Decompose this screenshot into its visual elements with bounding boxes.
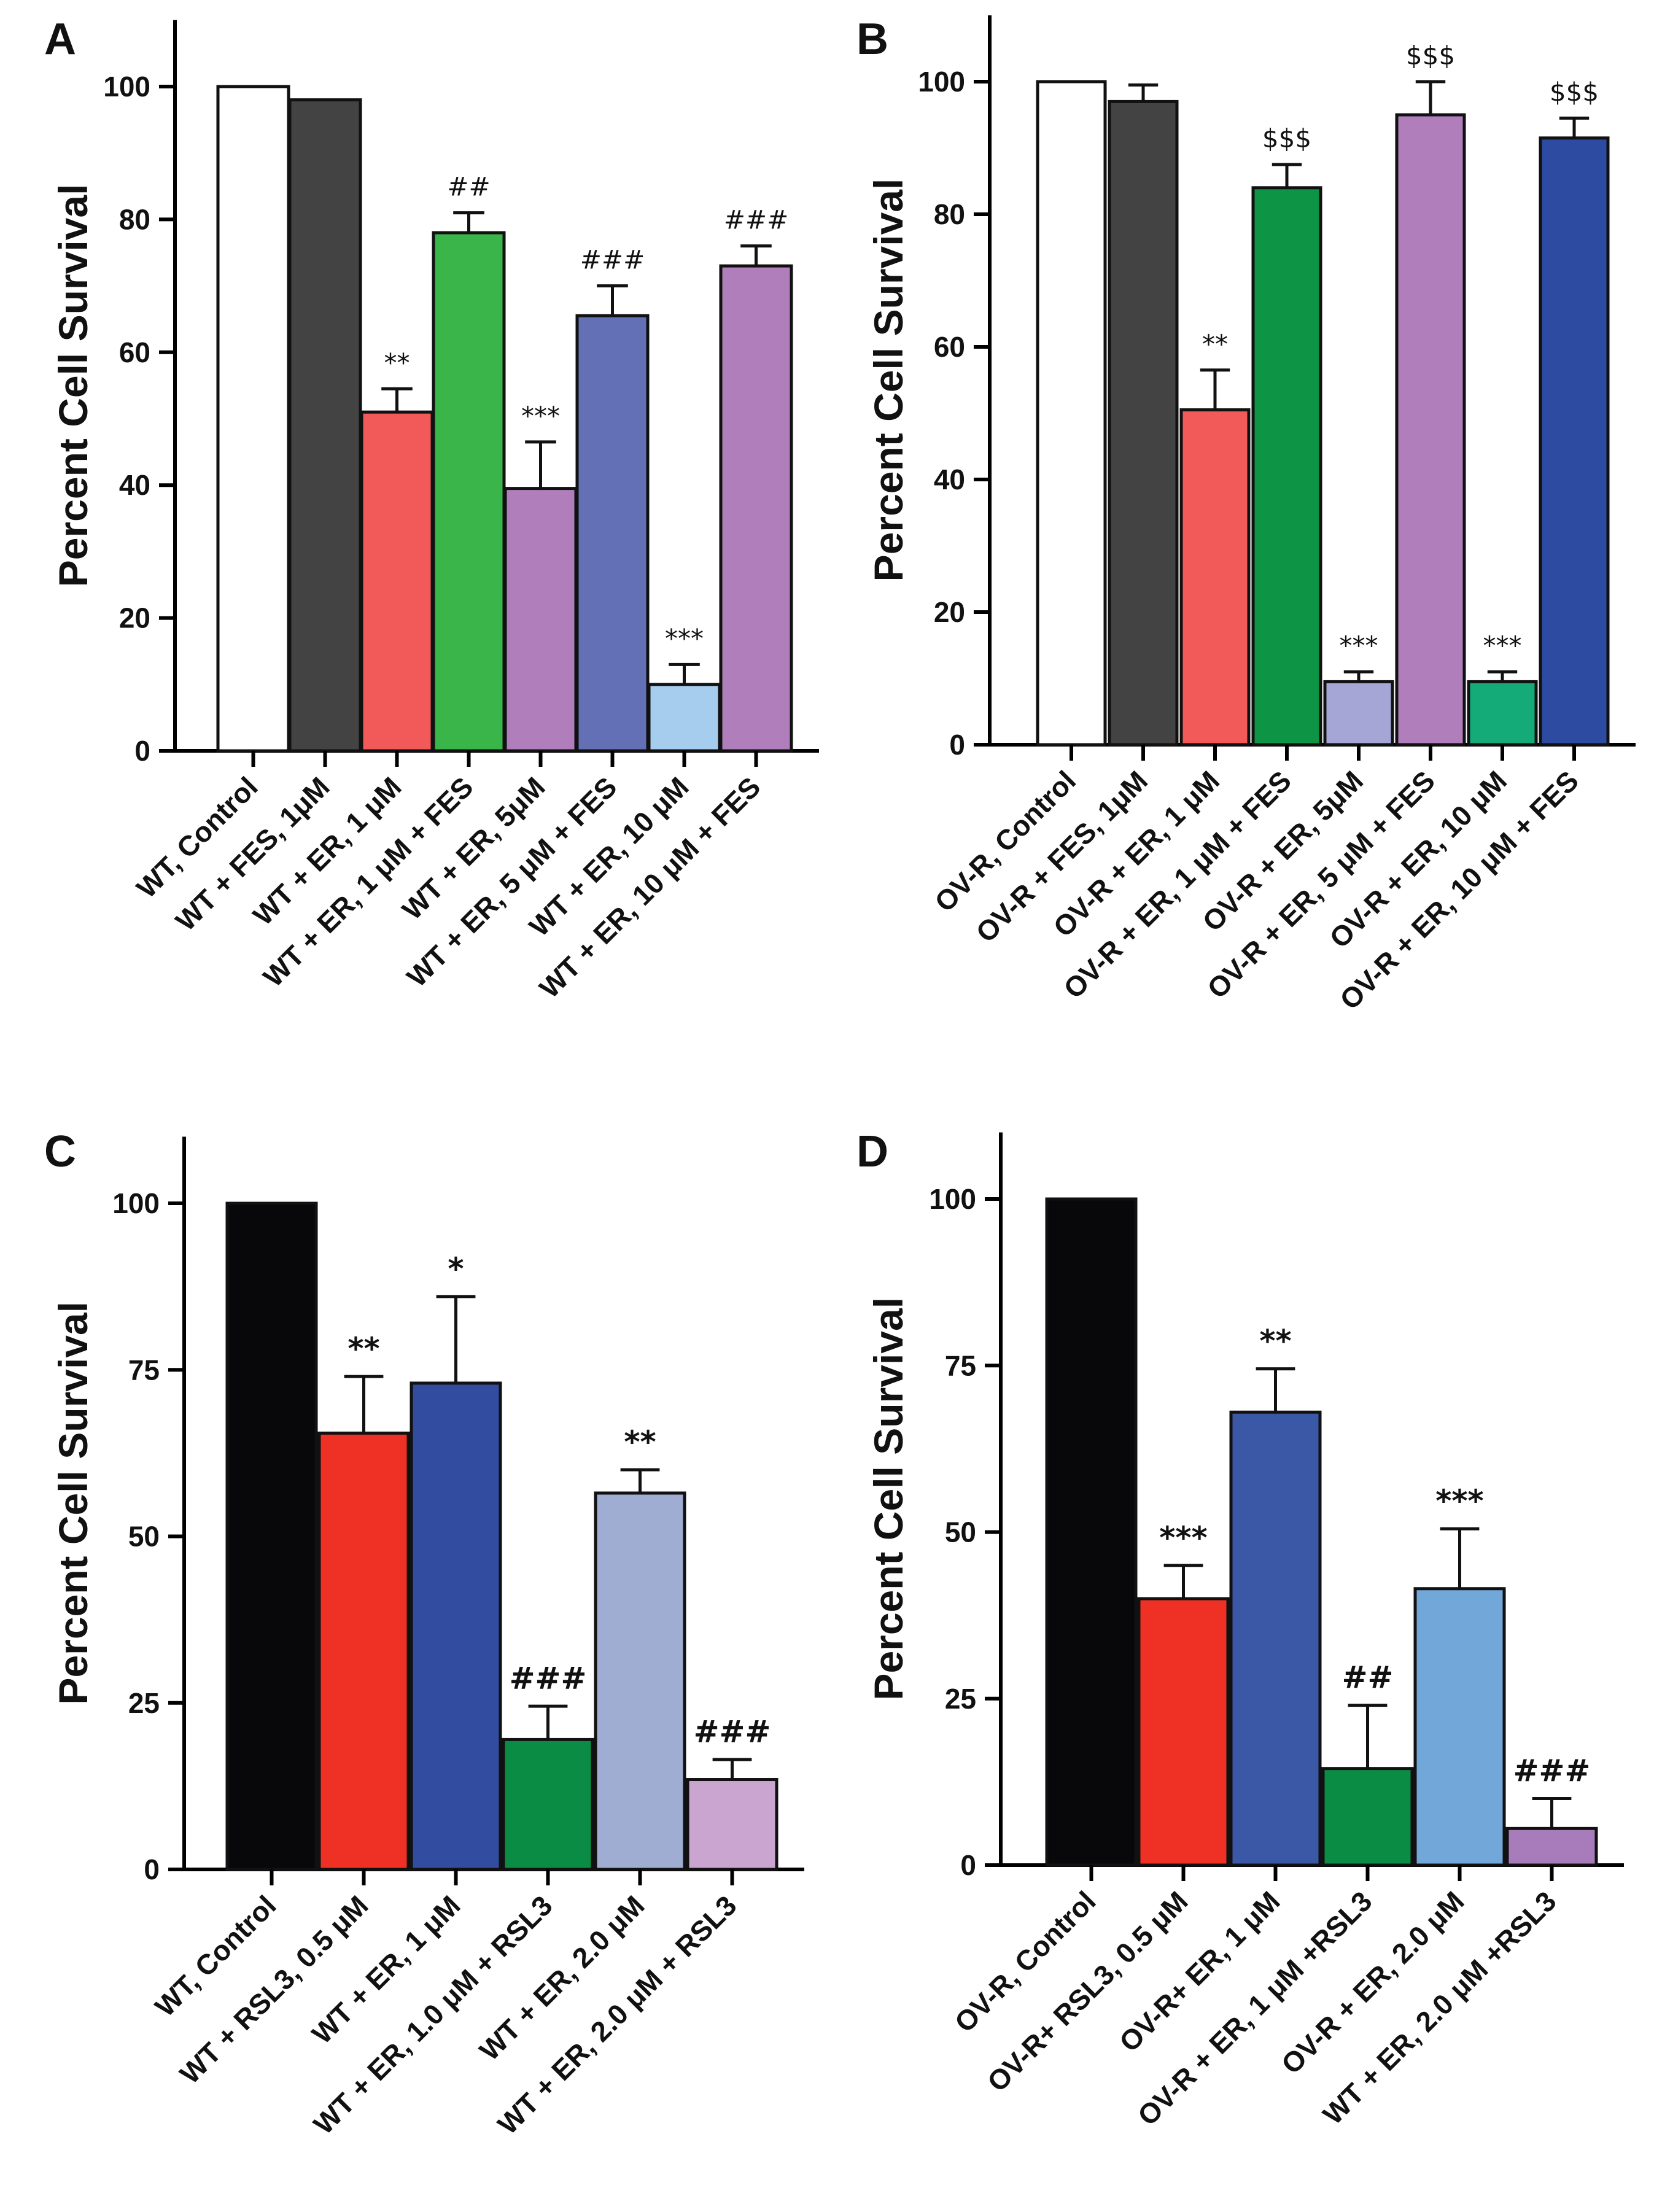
panel-letter: C [44,1127,76,1176]
category-label: OV-R + ER, 2.0 μM [1275,1885,1470,2080]
bar [1229,1410,1322,1867]
bar [225,1201,318,1871]
bar [503,487,578,753]
y-axis-label: Percent Cell Survival [50,1302,96,1705]
panel-letter: D [856,1127,888,1176]
bar [1539,136,1610,747]
bar [686,1778,778,1871]
significance-label: ** [384,347,410,378]
y-tick-label: 0 [960,1849,976,1881]
significance-label: ### [510,1661,587,1696]
significance-label: *** [665,623,704,653]
y-tick-label: 40 [119,469,150,501]
significance-label: *** [521,401,560,431]
significance-label: ** [347,1331,379,1367]
bar [1323,680,1394,747]
bar [1137,1597,1230,1867]
significance-label: * [448,1251,464,1287]
y-tick-label: 100 [929,1183,976,1215]
y-tick-label: 100 [918,66,965,98]
bar [1395,113,1466,747]
bar [1045,1197,1138,1867]
bar [1251,186,1322,747]
bar [1413,1587,1506,1867]
bar [216,85,290,753]
y-axis-label: Percent Cell Survival [866,1297,911,1701]
significance-label: ## [447,172,490,202]
bar [1467,680,1538,747]
bar [594,1491,686,1871]
y-tick-label: 0 [144,1853,160,1885]
y-tick-label: 50 [945,1516,976,1548]
bar [360,410,434,753]
y-tick-label: 0 [134,735,150,767]
bar [647,683,721,753]
y-tick-label: 100 [112,1187,160,1219]
y-axis-label: Percent Cell Survival [50,184,96,588]
y-tick-label: 0 [949,729,965,761]
bar [1321,1767,1414,1867]
significance-label: ** [1202,329,1228,359]
bar [1505,1826,1598,1867]
y-tick-label: 50 [128,1521,160,1553]
y-tick-label: 80 [119,203,150,235]
panel-letter: B [856,15,888,64]
significance-label: $$$ [1262,123,1311,153]
y-tick-label: 80 [934,198,965,230]
significance-label: ### [694,1714,771,1750]
significance-label: ### [724,205,789,235]
bar [432,231,506,753]
y-tick-label: 60 [934,331,965,363]
bar [1108,99,1179,747]
significance-label: *** [1483,631,1522,661]
significance-label: ### [580,245,645,275]
y-tick-label: 25 [945,1683,976,1715]
significance-label: *** [1340,631,1378,661]
bar [317,1431,410,1871]
significance-label: *** [1159,1520,1207,1556]
bar [1179,408,1251,747]
y-tick-label: 60 [119,336,150,368]
significance-label: ### [1513,1753,1591,1789]
bar [410,1381,502,1871]
significance-label: ** [1259,1324,1291,1359]
bar [719,264,793,753]
bar [502,1737,594,1871]
bar [575,314,650,753]
significance-label: *** [1435,1483,1483,1519]
category-label: OV-R+ ER, 1 μM [1113,1885,1286,2058]
y-tick-label: 75 [128,1354,160,1386]
significance-label: $$$ [1550,77,1599,107]
y-tick-label: 25 [128,1687,160,1719]
y-tick-label: 20 [934,596,965,628]
y-tick-label: 75 [945,1349,976,1381]
significance-label: $$$ [1406,41,1455,71]
y-axis-label: Percent Cell Survival [866,179,911,582]
category-label: WT + ER, 2.0 μM [473,1889,651,2066]
y-tick-label: 20 [119,602,150,634]
significance-label: ## [1342,1660,1394,1696]
bar [1036,80,1107,747]
significance-label: ** [624,1424,656,1460]
y-tick-label: 100 [103,71,150,103]
panel-letter: A [44,15,76,64]
y-tick-label: 40 [934,464,965,495]
bar [288,98,362,753]
